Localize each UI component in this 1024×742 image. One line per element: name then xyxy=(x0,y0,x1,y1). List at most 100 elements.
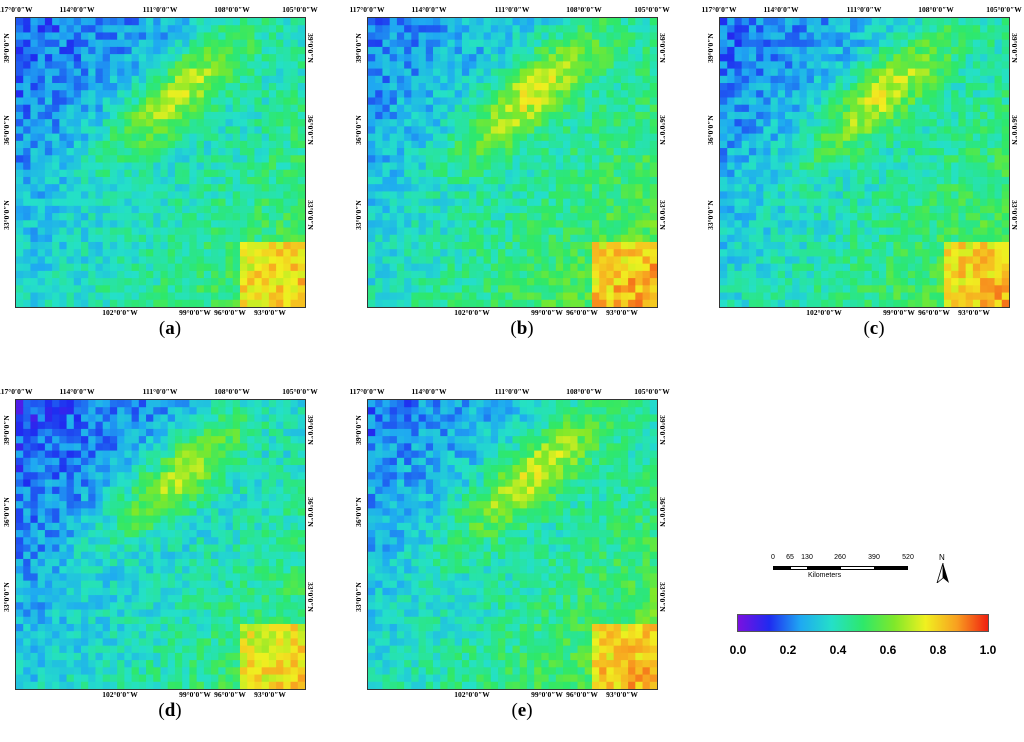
bottom-tick-label: 99°0′0″W xyxy=(531,690,563,699)
top-tick-label: 108°0′0″W xyxy=(918,5,954,14)
right-tick-label: 39°0′0″N xyxy=(658,33,667,63)
right-tick-label: 39°0′0″N xyxy=(306,33,315,63)
panel-caption-c: (c) xyxy=(704,318,1024,340)
map-panel-a: 117°0′0″W 114°0′0″W 111°0′0″W 108°0′0″W 105°… xyxy=(0,0,340,360)
top-tick-label: 117°0′0″W xyxy=(701,5,736,14)
top-tick-label: 105°0′0″W xyxy=(634,5,670,14)
top-tick-label: 114°0′0″W xyxy=(59,387,94,396)
bottom-tick-label: 99°0′0″W xyxy=(531,308,563,317)
scale-bar-unit: Kilometers xyxy=(808,572,841,579)
right-tick-label: 39°0′0″N xyxy=(1010,33,1019,63)
panel-caption-e: (e) xyxy=(352,700,692,722)
color-bar-label: 0.6 xyxy=(880,643,897,657)
right-tick-label: 33°0′0″N xyxy=(306,582,315,612)
right-tick-label: 33°0′0″N xyxy=(658,200,667,230)
bottom-tick-label: 93°0′0″W xyxy=(254,308,286,317)
bottom-tick-label: 102°0′0″W xyxy=(102,690,138,699)
left-tick-label: 33°0′0″N xyxy=(354,582,363,612)
top-tick-label: 108°0′0″W xyxy=(214,387,250,396)
top-tick-label: 111°0′0″W xyxy=(495,387,530,396)
top-tick-label: 108°0′0″W xyxy=(566,387,602,396)
top-tick-label: 105°0′0″W xyxy=(986,5,1022,14)
left-tick-label: 39°0′0″N xyxy=(2,415,11,445)
scale-bar-label: 65 xyxy=(786,554,794,561)
north-label: N xyxy=(939,553,945,562)
right-tick-label: 33°0′0″N xyxy=(306,200,315,230)
left-tick-label: 36°0′0″N xyxy=(354,115,363,145)
right-tick-label: 39°0′0″N xyxy=(658,415,667,445)
scale-bar-label: 520 xyxy=(902,554,914,561)
scale-bar-label: 260 xyxy=(834,554,846,561)
left-tick-label: 33°0′0″N xyxy=(354,200,363,230)
scale-bar: 0 65 130 260 390 520 Kilometers xyxy=(768,554,928,594)
map-raster-b xyxy=(367,17,658,308)
color-bar-label: 0.0 xyxy=(730,643,747,657)
bottom-tick-label: 96°0′0″W xyxy=(214,308,246,317)
left-tick-label: 36°0′0″N xyxy=(706,115,715,145)
top-tick-label: 111°0′0″W xyxy=(495,5,530,14)
map-raster-e xyxy=(367,399,658,690)
map-panel-b: 117°0′0″W 114°0′0″W 111°0′0″W 108°0′0″W 105°… xyxy=(352,0,692,360)
bottom-tick-label: 99°0′0″W xyxy=(883,308,915,317)
bottom-tick-label: 96°0′0″W xyxy=(566,690,598,699)
left-tick-label: 33°0′0″N xyxy=(2,582,11,612)
top-tick-label: 117°0′0″W xyxy=(0,5,33,14)
map-panel-e: 117°0′0″W 114°0′0″W 111°0′0″W 108°0′0″W 105°… xyxy=(352,382,692,742)
bottom-tick-label: 102°0′0″W xyxy=(454,690,490,699)
bottom-tick-label: 102°0′0″W xyxy=(806,308,842,317)
left-tick-label: 39°0′0″N xyxy=(354,415,363,445)
bottom-tick-label: 102°0′0″W xyxy=(102,308,138,317)
top-tick-label: 105°0′0″W xyxy=(282,387,318,396)
scale-bar-graphic xyxy=(773,566,908,570)
scale-bar-label: 390 xyxy=(868,554,880,561)
color-bar-label: 0.2 xyxy=(780,643,797,657)
bottom-tick-label: 93°0′0″W xyxy=(254,690,286,699)
left-tick-label: 33°0′0″N xyxy=(2,200,11,230)
right-tick-label: 36°0′0″N xyxy=(658,115,667,145)
top-tick-label: 111°0′0″W xyxy=(143,387,178,396)
top-tick-label: 105°0′0″W xyxy=(634,387,670,396)
left-tick-label: 36°0′0″N xyxy=(2,115,11,145)
bottom-tick-label: 93°0′0″W xyxy=(606,690,638,699)
top-tick-label: 111°0′0″W xyxy=(847,5,882,14)
right-tick-label: 33°0′0″N xyxy=(658,582,667,612)
north-arrow-icon: N xyxy=(936,553,950,583)
map-panel-c: 117°0′0″W 114°0′0″W 111°0′0″W 108°0′0″W 105°… xyxy=(704,0,1024,360)
top-tick-label: 114°0′0″W xyxy=(59,5,94,14)
map-raster-d xyxy=(15,399,306,690)
color-bar-label: 1.0 xyxy=(980,643,997,657)
top-tick-label: 117°0′0″W xyxy=(0,387,33,396)
scale-bar-label: 0 xyxy=(771,554,775,561)
left-tick-label: 36°0′0″N xyxy=(354,497,363,527)
bottom-tick-label: 99°0′0″W xyxy=(179,690,211,699)
left-tick-label: 36°0′0″N xyxy=(2,497,11,527)
bottom-tick-label: 93°0′0″W xyxy=(958,308,990,317)
top-tick-label: 114°0′0″W xyxy=(411,387,446,396)
map-panel-d: 117°0′0″W 114°0′0″W 111°0′0″W 108°0′0″W 105°… xyxy=(0,382,340,742)
top-tick-label: 114°0′0″W xyxy=(763,5,798,14)
panel-caption-d: (d) xyxy=(0,700,340,722)
map-raster-a xyxy=(15,17,306,308)
color-bar-label: 0.4 xyxy=(830,643,847,657)
top-tick-label: 108°0′0″W xyxy=(214,5,250,14)
left-tick-label: 39°0′0″N xyxy=(2,33,11,63)
top-tick-label: 117°0′0″W xyxy=(349,5,384,14)
right-tick-label: 36°0′0″N xyxy=(306,115,315,145)
right-tick-label: 36°0′0″N xyxy=(306,497,315,527)
right-tick-label: 33°0′0″N xyxy=(1010,200,1019,230)
top-tick-label: 105°0′0″W xyxy=(282,5,318,14)
bottom-tick-label: 102°0′0″W xyxy=(454,308,490,317)
color-bar xyxy=(737,614,989,632)
bottom-tick-label: 96°0′0″W xyxy=(918,308,950,317)
color-bar-label: 0.8 xyxy=(930,643,947,657)
scale-bar-label: 130 xyxy=(801,554,813,561)
left-tick-label: 33°0′0″N xyxy=(706,200,715,230)
bottom-tick-label: 99°0′0″W xyxy=(179,308,211,317)
left-tick-label: 39°0′0″N xyxy=(706,33,715,63)
bottom-tick-label: 96°0′0″W xyxy=(566,308,598,317)
top-tick-label: 117°0′0″W xyxy=(349,387,384,396)
right-tick-label: 36°0′0″N xyxy=(658,497,667,527)
top-tick-label: 111°0′0″W xyxy=(143,5,178,14)
top-tick-label: 114°0′0″W xyxy=(411,5,446,14)
top-tick-label: 108°0′0″W xyxy=(566,5,602,14)
